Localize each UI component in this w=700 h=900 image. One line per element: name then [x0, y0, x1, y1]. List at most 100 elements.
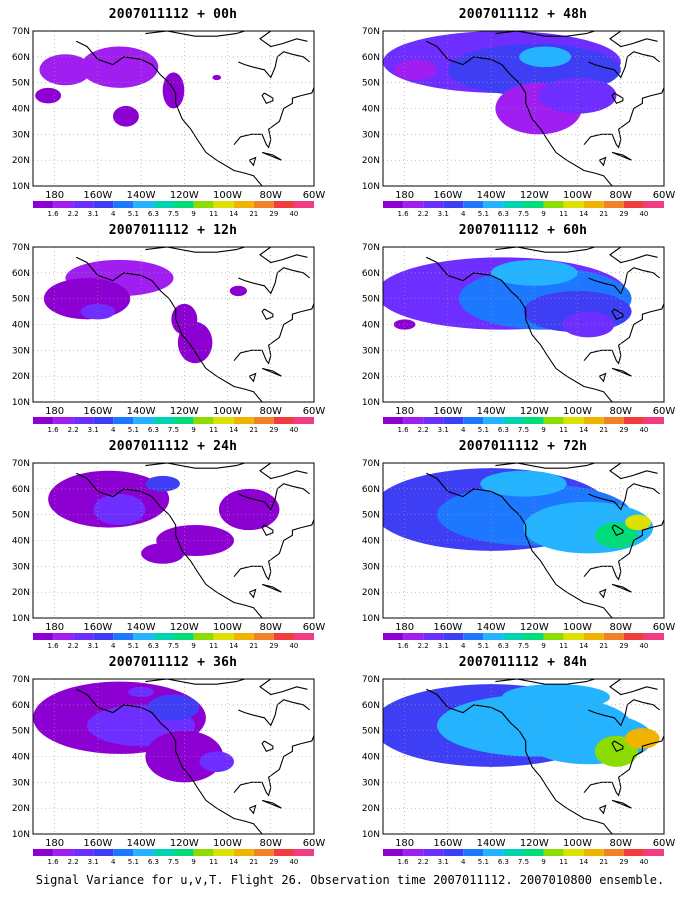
- colorbar-tick-label: 4: [111, 642, 116, 650]
- x-tick-label: 180: [45, 838, 64, 849]
- colorbar-tick-label: 7.5: [518, 210, 529, 218]
- colorbar-swatch: [603, 849, 624, 856]
- x-tick-label: 120W: [170, 838, 199, 849]
- colorbar-swatch: [213, 849, 234, 856]
- coastline: [259, 247, 308, 264]
- colorbar-tick-label: 4: [111, 426, 116, 434]
- colorbar-tick-label: 7.5: [168, 858, 179, 866]
- colorbar-swatch: [273, 201, 294, 208]
- colorbar-swatch: [583, 417, 604, 424]
- colorbar-tick-label: 4: [461, 858, 466, 866]
- colorbar-tick-label: 14: [229, 426, 238, 434]
- x-tick-label: 160W: [83, 622, 112, 633]
- colorbar-swatch: [273, 633, 294, 640]
- colorbar-tick-label: 5.1: [478, 642, 489, 650]
- x-tick-label: 160W: [83, 190, 112, 201]
- colorbar-swatch: [463, 417, 484, 424]
- colorbar-tick-label: 7.5: [518, 426, 529, 434]
- x-tick-label: 80W: [609, 838, 632, 849]
- coastline: [588, 51, 661, 79]
- coastline: [611, 308, 624, 320]
- map-panel-72h: 10N 20N 30N 40N 50N 60N 70N 180 160W 140W 120W 100W…: [362, 459, 676, 650]
- coastline: [609, 679, 658, 696]
- colorbar-tick-label: 29: [269, 210, 278, 218]
- coastline: [145, 679, 245, 685]
- y-tick-label: 20N: [12, 804, 30, 814]
- colorbar-swatch: [53, 417, 74, 424]
- colorbar-swatch: [193, 417, 214, 424]
- colorbar-swatch: [73, 417, 94, 424]
- colorbar-tick-label: 4: [461, 210, 466, 218]
- y-tick-label: 20N: [12, 588, 30, 598]
- y-tick-label: 50N: [362, 727, 380, 737]
- colorbar-swatch: [93, 201, 114, 208]
- colorbar-swatch: [583, 849, 604, 856]
- x-tick-label: 100W: [213, 406, 242, 417]
- colorbar-tick-label: 3.1: [88, 426, 99, 434]
- colorbar-tick-label: 21: [249, 210, 258, 218]
- colorbar-tick-label: 29: [619, 210, 628, 218]
- colorbar-tick-label: 21: [599, 426, 608, 434]
- colorbar-tick-label: 6.3: [498, 642, 509, 650]
- y-tick-label: 50N: [12, 511, 30, 521]
- y-tick-label: 70N: [362, 27, 380, 37]
- variance-contour: [145, 730, 224, 783]
- colorbar-swatch: [253, 633, 274, 640]
- colorbar-swatch: [543, 633, 564, 640]
- y-tick-label: 70N: [362, 675, 380, 685]
- colorbar-tick-label: 1.6: [48, 858, 60, 866]
- y-tick-label: 10N: [362, 398, 380, 408]
- colorbar-tick-label: 40: [639, 426, 648, 434]
- colorbar-tick-label: 11: [559, 426, 568, 434]
- coastline: [583, 303, 664, 365]
- coastline: [495, 247, 595, 253]
- x-tick-label: 80W: [609, 190, 632, 201]
- x-tick-label: 100W: [213, 190, 242, 201]
- colorbar-swatch: [293, 633, 314, 640]
- colorbar-tick-label: 29: [619, 426, 628, 434]
- y-tick-label: 30N: [12, 778, 30, 788]
- colorbar-swatch: [233, 201, 254, 208]
- y-tick-label: 20N: [12, 372, 30, 382]
- y-tick-label: 10N: [362, 830, 380, 840]
- colorbar-tick-label: 2.2: [418, 210, 429, 218]
- colorbar-tick-label: 2.2: [418, 642, 429, 650]
- variance-contour: [112, 105, 139, 127]
- colorbar-swatch: [273, 417, 294, 424]
- y-tick-label: 60N: [12, 53, 30, 63]
- colorbar-swatch: [483, 849, 504, 856]
- y-tick-label: 50N: [12, 727, 30, 737]
- panel-title: 2007011112 + 48h: [458, 7, 588, 22]
- colorbar-tick-label: 6.3: [148, 426, 159, 434]
- coastline: [233, 87, 314, 149]
- colorbar-swatch: [383, 633, 404, 640]
- map-frame: [382, 462, 665, 619]
- colorbar-tick-label: 2.2: [68, 858, 79, 866]
- y-tick-label: 10N: [362, 614, 380, 624]
- colorbar-swatch: [583, 633, 604, 640]
- x-tick-label: 80W: [259, 406, 282, 417]
- y-tick-label: 70N: [12, 459, 30, 469]
- colorbar-tick-label: 7.5: [518, 858, 529, 866]
- coastline: [598, 372, 607, 383]
- colorbar-swatch: [503, 633, 524, 640]
- colorbar-swatch: [383, 849, 404, 856]
- map-frame: [32, 678, 315, 835]
- colorbar-tick-label: 3.1: [88, 210, 99, 218]
- panel-title: 2007011112 + 12h: [108, 223, 238, 238]
- x-tick-label: 60W: [303, 622, 326, 633]
- x-tick-label: 80W: [609, 622, 632, 633]
- colorbar-tick-label: 5.1: [128, 426, 139, 434]
- colorbar-tick-label: 1.6: [398, 642, 410, 650]
- colorbar-swatch: [173, 849, 194, 856]
- map-panel-12h: 10N 20N 30N 40N 50N 60N 70N 180 160W 140W 120W 100W…: [12, 243, 326, 434]
- colorbar-swatch: [403, 849, 424, 856]
- colorbar-swatch: [403, 201, 424, 208]
- colorbar-tick-label: 5.1: [478, 210, 489, 218]
- colorbar-tick-label: 2.2: [68, 210, 79, 218]
- y-tick-label: 10N: [12, 614, 30, 624]
- y-tick-label: 40N: [362, 537, 380, 547]
- coastline: [611, 740, 624, 752]
- y-tick-label: 50N: [362, 295, 380, 305]
- colorbar-tick-label: 6.3: [498, 210, 509, 218]
